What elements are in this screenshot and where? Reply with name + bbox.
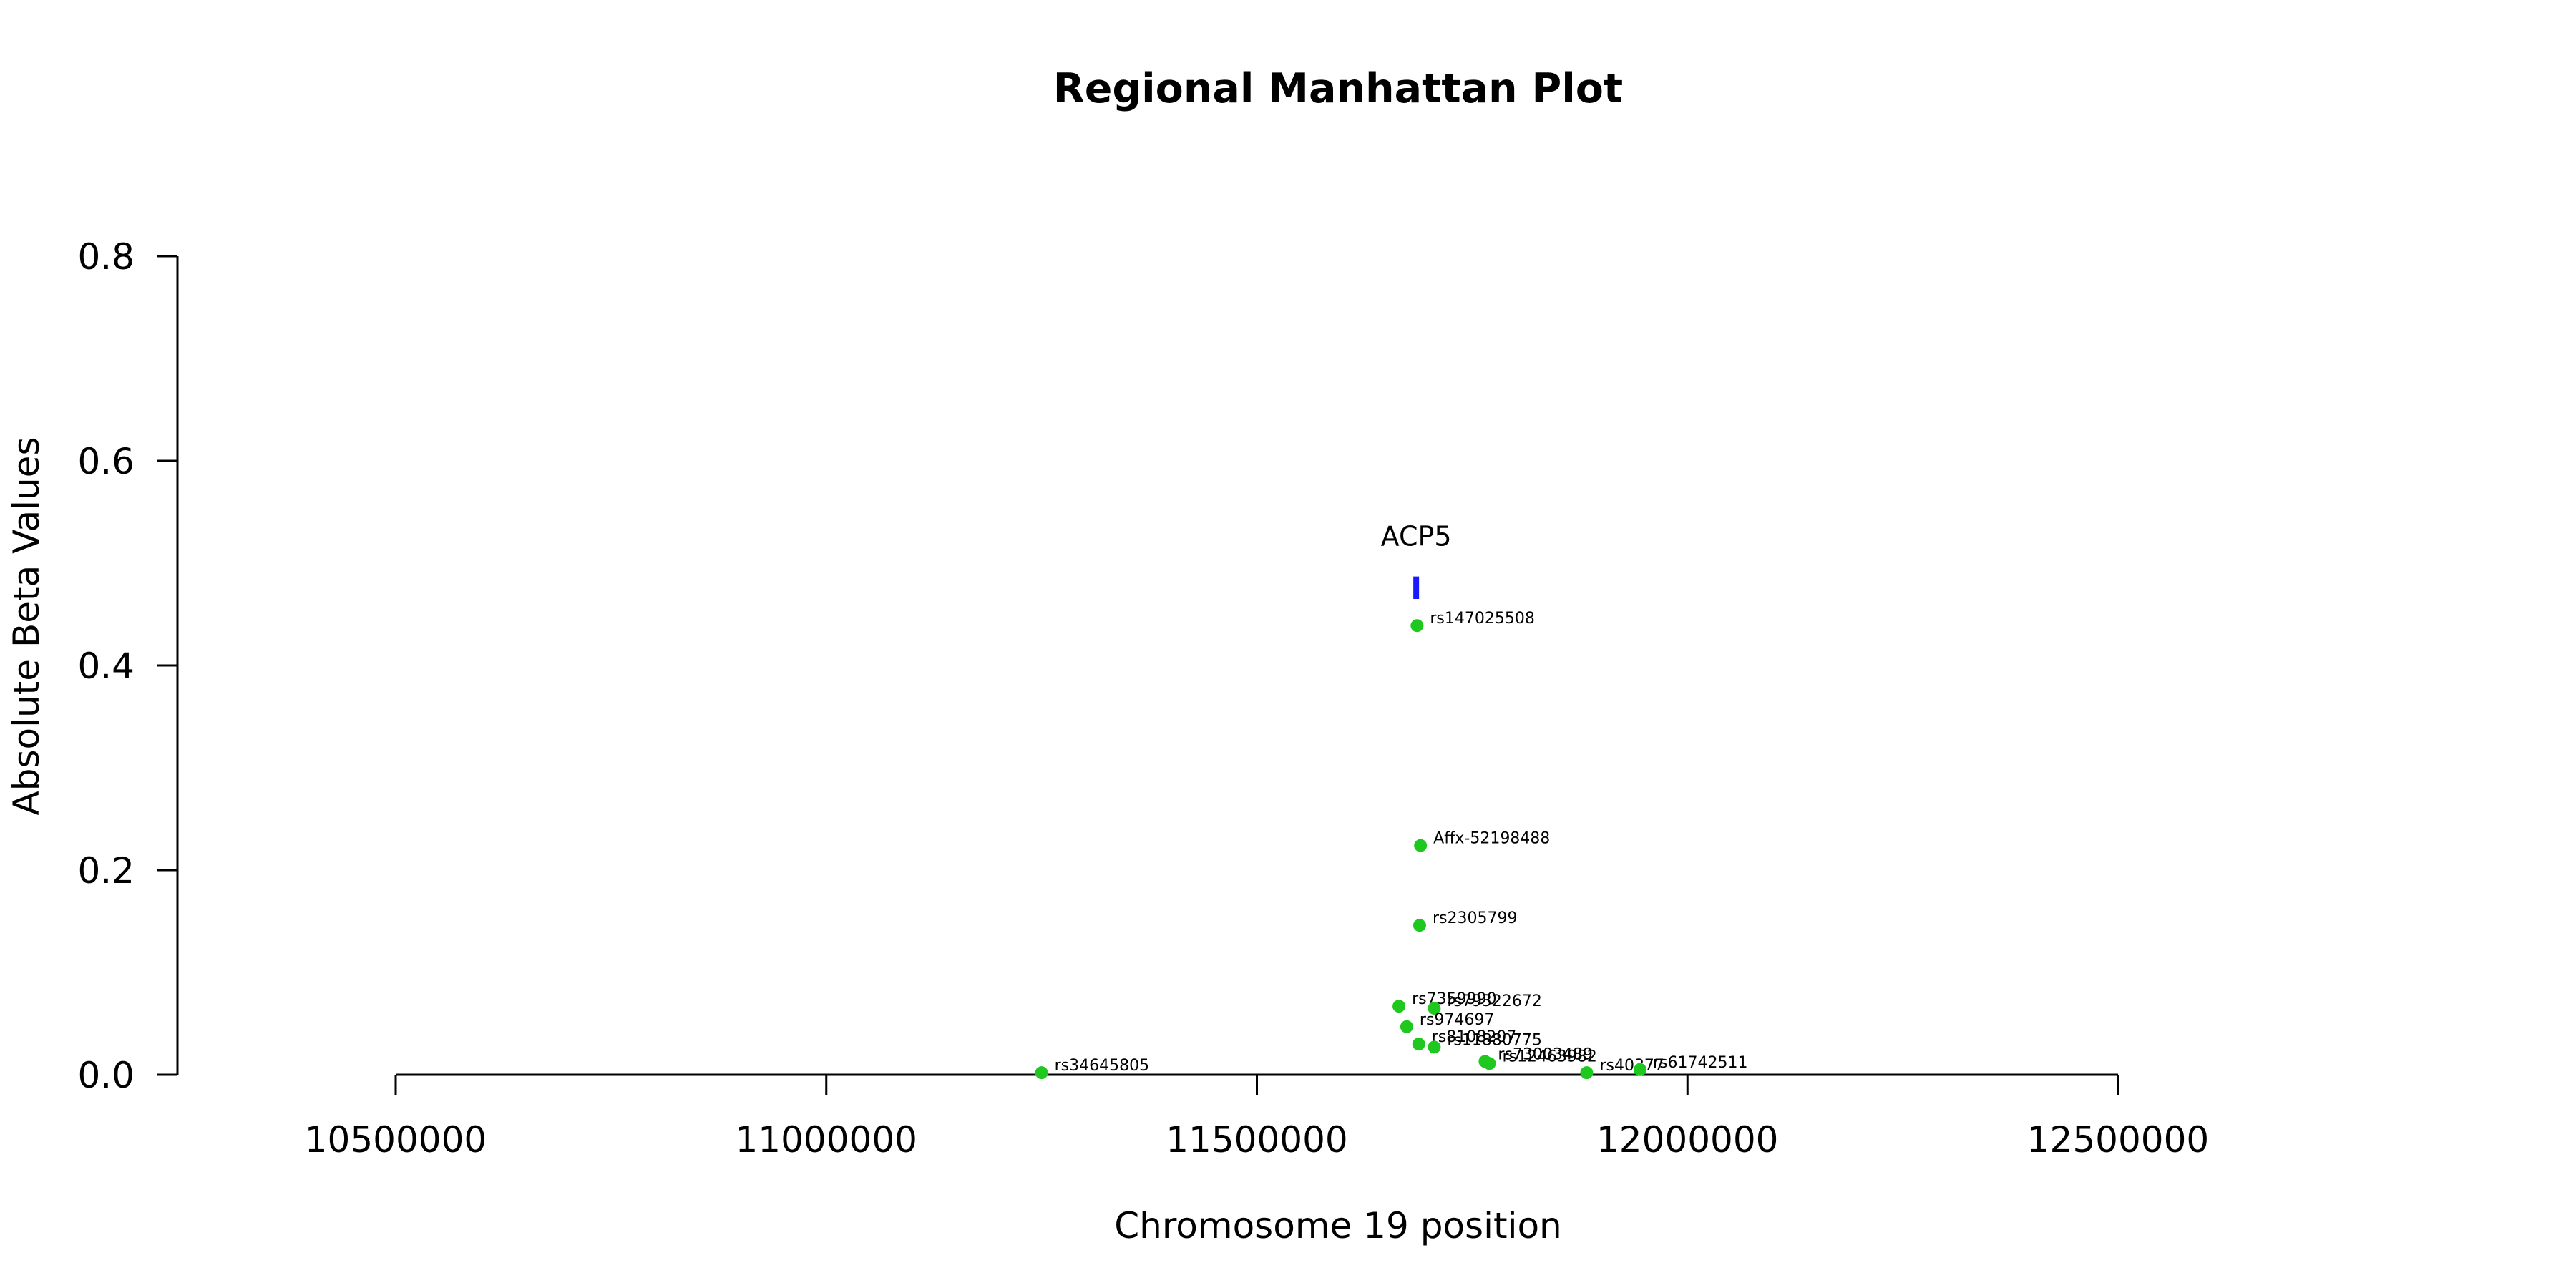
snp-point — [1414, 839, 1428, 852]
axes: 0.0 0.2 0.4 0.6 0.8 10500000 11000000 11500000 1… — [77, 236, 2209, 1161]
snp-point — [1410, 619, 1424, 633]
y-tick-label: 0.6 — [77, 441, 135, 482]
x-tick-label: 12000000 — [1596, 1119, 1779, 1161]
snp-label: rs147025508 — [1430, 610, 1534, 628]
y-tick-label: 0.0 — [77, 1055, 135, 1096]
x-axis-label: Chromosome 19 position — [1114, 1205, 1562, 1246]
snp-point — [1580, 1066, 1594, 1080]
snp-point — [1483, 1057, 1496, 1070]
snp-label: rs34645805 — [1055, 1057, 1149, 1075]
snp-label: rs11880775 — [1447, 1031, 1541, 1049]
snp-label: rs40377 — [1599, 1057, 1664, 1075]
snp-point — [1413, 919, 1426, 932]
x-tick-label: 12500000 — [2027, 1119, 2210, 1161]
y-tick-label: 0.2 — [77, 850, 135, 892]
snp-point — [1035, 1066, 1048, 1080]
y-axis-label: Absolute Beta Values — [6, 437, 47, 816]
snp-label: rs7359990 — [1412, 990, 1497, 1008]
x-tick-label: 10500000 — [305, 1119, 487, 1161]
snp-label: rs61742511 — [1653, 1054, 1747, 1072]
gene-markers: ACP5 — [1381, 521, 1452, 600]
snp-point — [1634, 1063, 1647, 1076]
snp-point — [1412, 1038, 1425, 1051]
snp-label: rs974697 — [1420, 1011, 1495, 1029]
x-tick-label: 11500000 — [1166, 1119, 1348, 1161]
snp-label: rs73003489 — [1498, 1045, 1592, 1063]
snp-label: rs12463982 — [1502, 1048, 1596, 1065]
snp-label: Affx-52198488 — [1433, 830, 1550, 848]
data-points: rs147025508 Affx-52198488 rs2305799 rs73599… — [1035, 610, 1748, 1080]
chart-title: Regional Manhattan Plot — [1053, 65, 1623, 112]
snp-point — [1428, 1002, 1441, 1015]
gene-label: ACP5 — [1381, 521, 1452, 552]
snp-point — [1392, 1000, 1406, 1013]
snp-label: rs8108207 — [1432, 1028, 1517, 1046]
y-tick-label: 0.4 — [77, 645, 135, 687]
snp-label: rs79322672 — [1447, 992, 1541, 1010]
snp-point — [1400, 1020, 1413, 1033]
snp-label: rs2305799 — [1433, 909, 1517, 927]
snp-point — [1428, 1040, 1441, 1054]
y-tick-label: 0.8 — [77, 236, 135, 278]
x-tick-label: 11000000 — [736, 1119, 918, 1161]
